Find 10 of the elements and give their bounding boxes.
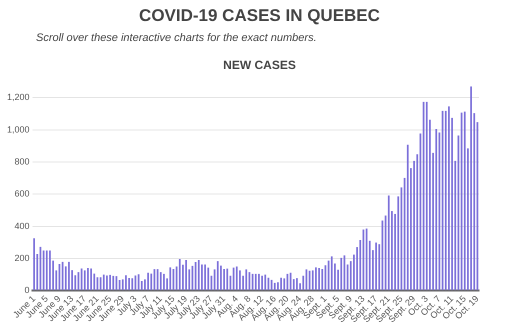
chart-title: COVID-19 CASES IN QUEBEC [138,5,381,26]
y-tick-label: 800 [14,156,30,166]
y-tick-label: 0 [24,285,30,296]
y-tick-label: 1,200 [6,92,30,102]
chart-subtitle: Scroll over these interactive charts for the exact numbers. [36,32,318,44]
text: NEW CASES [222,58,297,72]
y-tick-label: 200 [14,252,30,263]
y-tick-label: 400 [14,220,30,231]
y-tick-label: 1,000 [6,124,30,134]
y-tick-label: 600 [14,188,30,199]
